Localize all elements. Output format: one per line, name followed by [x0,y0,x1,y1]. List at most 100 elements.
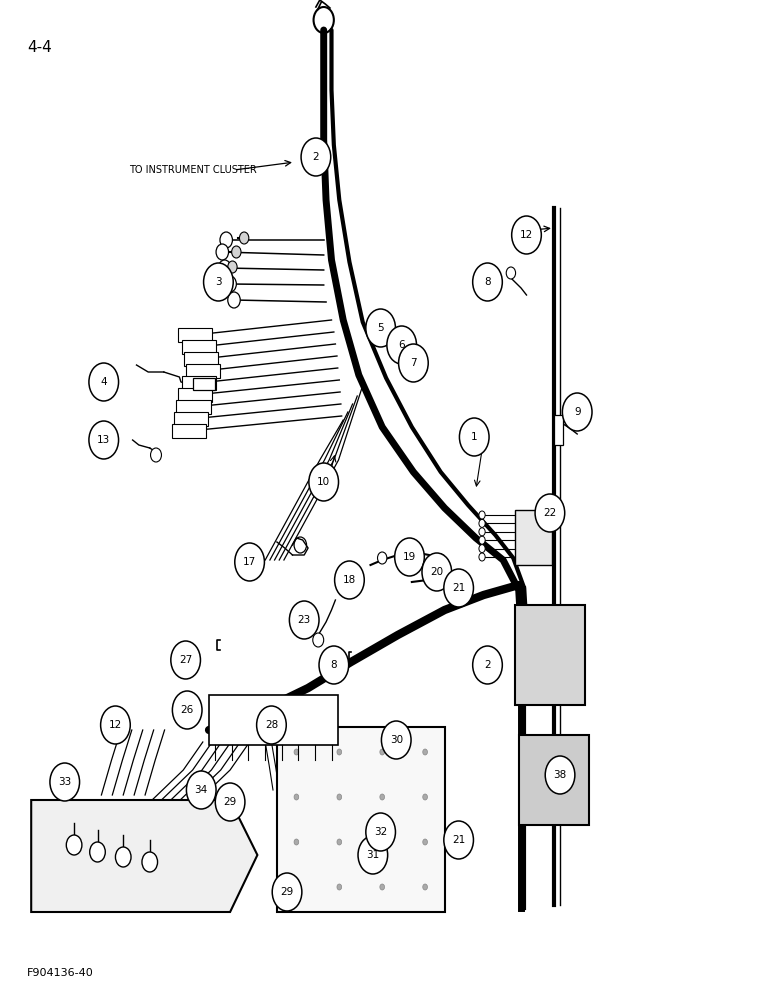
Circle shape [423,794,427,800]
Text: 20: 20 [431,567,443,577]
Text: 23: 23 [298,615,310,625]
Text: 22: 22 [544,508,556,518]
Circle shape [204,263,233,301]
Text: 1: 1 [471,432,477,442]
Circle shape [479,545,485,553]
Circle shape [257,706,286,744]
Circle shape [473,646,502,684]
Text: 38: 38 [554,770,566,780]
Text: 2: 2 [484,660,491,670]
Bar [554,415,563,445]
Circle shape [402,335,410,345]
Bar [515,605,585,705]
Bar [174,412,208,426]
Circle shape [218,260,231,276]
Bar [209,695,338,745]
Text: 4: 4 [101,377,107,387]
Text: 31: 31 [367,850,379,860]
Text: 3: 3 [215,277,222,287]
Circle shape [423,749,427,755]
Circle shape [309,463,339,501]
Circle shape [335,561,364,599]
Text: 28: 28 [265,720,278,730]
Circle shape [313,633,324,647]
Circle shape [228,261,237,273]
Circle shape [151,448,161,462]
Circle shape [506,267,516,279]
Circle shape [171,641,200,679]
Text: 29: 29 [281,887,293,897]
Text: 7: 7 [410,358,417,368]
Circle shape [409,546,418,558]
Circle shape [358,836,388,874]
Text: 34: 34 [195,785,207,795]
Circle shape [50,763,80,801]
Text: 8: 8 [484,277,491,287]
Circle shape [479,528,485,536]
Circle shape [444,569,473,607]
Circle shape [66,835,82,855]
Text: TO INSTRUMENT CLUSTER: TO INSTRUMENT CLUSTER [129,165,257,175]
Circle shape [172,691,202,729]
Text: 8: 8 [331,660,337,670]
Text: 27: 27 [179,655,192,665]
Text: 32: 32 [374,827,387,837]
Bar [182,340,216,354]
Bar [172,424,206,438]
Circle shape [289,601,319,639]
Circle shape [479,511,485,519]
Circle shape [215,783,245,821]
Circle shape [216,244,229,260]
Circle shape [294,794,299,800]
Text: F904136-40: F904136-40 [27,968,94,978]
Circle shape [232,246,241,258]
Text: 6: 6 [399,340,405,350]
Bar [182,376,216,390]
Circle shape [444,821,473,859]
Circle shape [337,794,342,800]
Circle shape [545,756,575,794]
Circle shape [380,749,385,755]
Text: 29: 29 [224,797,236,807]
Text: 4-4: 4-4 [27,40,52,55]
Circle shape [562,393,592,431]
Text: 5: 5 [378,323,384,333]
Text: 26: 26 [181,705,193,715]
Bar [193,378,215,390]
Circle shape [301,138,331,176]
Circle shape [235,543,264,581]
Circle shape [423,839,427,845]
Circle shape [220,232,232,248]
Circle shape [422,553,452,591]
Circle shape [436,554,445,566]
Circle shape [101,706,130,744]
Text: 21: 21 [452,835,465,845]
Circle shape [378,552,387,564]
Circle shape [337,749,342,755]
Circle shape [479,536,485,544]
Circle shape [459,418,489,456]
Circle shape [294,839,299,845]
Circle shape [319,646,349,684]
Bar [178,388,212,402]
Circle shape [337,884,342,890]
Circle shape [512,216,541,254]
Text: 21: 21 [452,583,465,593]
Circle shape [89,363,119,401]
Text: 10: 10 [317,477,330,487]
Circle shape [395,538,424,576]
Text: 17: 17 [243,557,256,567]
Circle shape [337,839,342,845]
Circle shape [535,494,565,532]
Circle shape [89,421,119,459]
Text: 19: 19 [403,552,416,562]
Text: 13: 13 [98,435,110,445]
Circle shape [294,749,299,755]
Circle shape [186,771,216,809]
Circle shape [413,348,421,358]
Circle shape [399,344,428,382]
Bar [178,328,212,342]
Circle shape [142,852,158,872]
Text: 30: 30 [390,735,402,745]
Circle shape [479,553,485,561]
